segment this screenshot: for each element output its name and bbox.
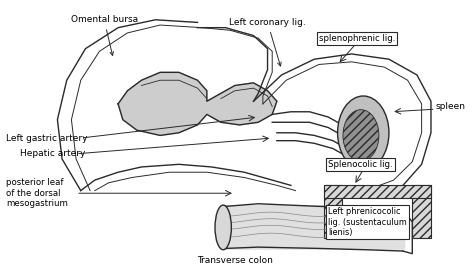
FancyBboxPatch shape (223, 205, 405, 250)
Polygon shape (118, 72, 277, 135)
Ellipse shape (215, 205, 231, 250)
Text: posterior leaf
of the dorsal
mesogastrium: posterior leaf of the dorsal mesogastriu… (6, 178, 68, 208)
Bar (412, 185, 431, 238)
Text: Hepatic artery: Hepatic artery (20, 149, 85, 158)
Ellipse shape (343, 110, 379, 161)
Text: Splenocolic lig.: Splenocolic lig. (328, 160, 393, 169)
Text: Transverse colon: Transverse colon (197, 256, 273, 265)
Text: spleen: spleen (436, 102, 465, 111)
Text: Left coronary lig.: Left coronary lig. (229, 18, 306, 66)
Text: Omental bursa: Omental bursa (71, 15, 137, 56)
Text: Left phrenicocolic
lig. (sustentaculum
lienis): Left phrenicocolic lig. (sustentaculum l… (328, 207, 407, 237)
Text: Left gastric artery: Left gastric artery (6, 134, 88, 143)
Ellipse shape (337, 96, 389, 170)
Text: splenophrenic lig.: splenophrenic lig. (319, 34, 395, 43)
Bar (324, 185, 342, 238)
Bar (324, 185, 431, 198)
